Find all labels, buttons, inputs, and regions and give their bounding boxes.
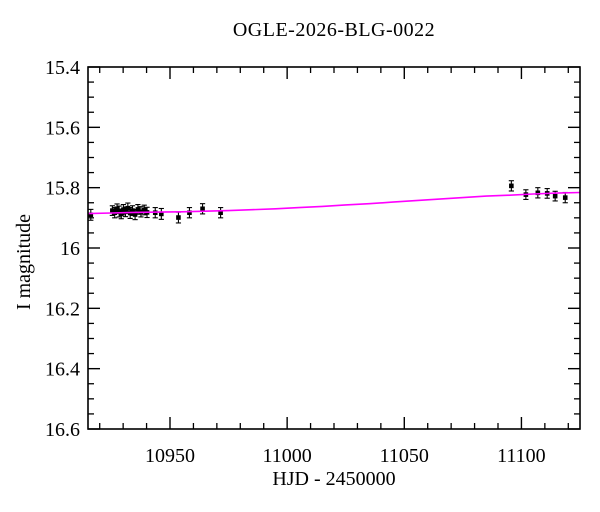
point-marker bbox=[116, 209, 122, 214]
point-marker bbox=[118, 211, 124, 217]
model-curve bbox=[87, 191, 581, 215]
point-marker bbox=[130, 208, 135, 213]
data-points-group bbox=[88, 180, 568, 224]
plot-title: OGLE-2026-BLG-0022 bbox=[232, 19, 436, 41]
y-tick-label: 16.6 bbox=[45, 419, 80, 441]
y-axis-label: I magnitude bbox=[13, 213, 35, 311]
x-tick-label: 11000 bbox=[263, 445, 312, 467]
point-marker bbox=[218, 210, 223, 216]
point-marker bbox=[135, 207, 141, 212]
point-marker bbox=[509, 183, 514, 189]
point-marker bbox=[141, 207, 147, 213]
point-marker bbox=[132, 212, 138, 217]
x-tick-label: 11050 bbox=[380, 445, 429, 467]
data-point bbox=[218, 207, 224, 219]
point-marker bbox=[125, 205, 131, 211]
point-marker bbox=[159, 211, 164, 217]
point-marker bbox=[187, 210, 192, 216]
y-tick-label: 16 bbox=[60, 238, 80, 260]
point-marker bbox=[114, 206, 120, 212]
point-marker bbox=[110, 208, 115, 213]
x-tick-label: 11100 bbox=[497, 445, 546, 467]
x-tick-label: 10950 bbox=[145, 445, 195, 467]
plot-frame bbox=[87, 66, 581, 430]
data-point bbox=[508, 180, 514, 192]
y-tick-label: 16.4 bbox=[45, 359, 80, 381]
point-marker bbox=[88, 212, 94, 218]
data-point bbox=[175, 211, 182, 224]
y-tick-label: 15.4 bbox=[45, 57, 80, 79]
x-axis-label: HJD - 2450000 bbox=[272, 468, 396, 490]
point-marker bbox=[176, 215, 181, 220]
data-point bbox=[562, 191, 568, 204]
data-point bbox=[535, 187, 541, 199]
point-marker bbox=[200, 206, 205, 212]
data-point bbox=[141, 204, 147, 216]
data-point bbox=[158, 207, 164, 220]
data-point bbox=[88, 208, 94, 221]
point-marker bbox=[562, 195, 568, 200]
y-tick-label: 15.8 bbox=[45, 178, 80, 200]
y-tick-label: 15.6 bbox=[45, 117, 80, 139]
point-marker bbox=[535, 190, 541, 196]
data-point bbox=[199, 203, 206, 215]
point-marker bbox=[123, 209, 128, 215]
data-point bbox=[186, 207, 193, 219]
y-tick-label: 16.2 bbox=[45, 298, 80, 320]
point-marker bbox=[552, 193, 558, 199]
